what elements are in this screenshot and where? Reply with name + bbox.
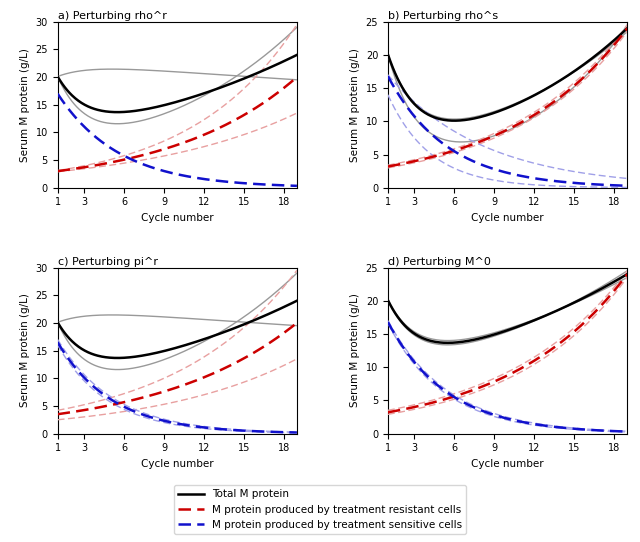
Text: d) Perturbing M^0: d) Perturbing M^0	[388, 257, 491, 267]
Text: c) Perturbing pi^r: c) Perturbing pi^r	[58, 257, 157, 267]
X-axis label: Cycle number: Cycle number	[471, 459, 544, 469]
X-axis label: Cycle number: Cycle number	[141, 459, 214, 469]
Text: b) Perturbing rho^s: b) Perturbing rho^s	[388, 11, 498, 21]
X-axis label: Cycle number: Cycle number	[141, 213, 214, 223]
Y-axis label: Serum M protein (g/L): Serum M protein (g/L)	[20, 294, 30, 408]
Y-axis label: Serum M protein (g/L): Serum M protein (g/L)	[350, 48, 360, 162]
Legend: Total M protein, M protein produced by treatment resistant cells, M protein prod: Total M protein, M protein produced by t…	[173, 485, 467, 534]
X-axis label: Cycle number: Cycle number	[471, 213, 544, 223]
Y-axis label: Serum M protein (g/L): Serum M protein (g/L)	[350, 294, 360, 408]
Text: a) Perturbing rho^r: a) Perturbing rho^r	[58, 11, 166, 21]
Y-axis label: Serum M protein (g/L): Serum M protein (g/L)	[20, 48, 30, 162]
